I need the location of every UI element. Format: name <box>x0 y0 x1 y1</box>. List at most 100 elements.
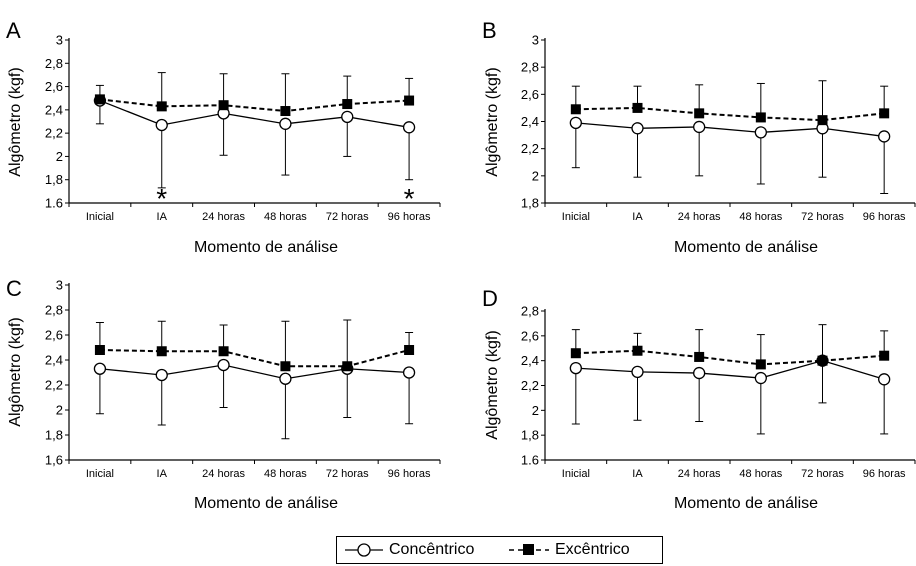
y-tick-label: 2,2 <box>521 141 539 156</box>
series-excentrico <box>570 324 890 370</box>
data-point-circle <box>569 361 582 375</box>
series-line <box>99 98 410 113</box>
y-tick-label: 2,8 <box>45 303 63 318</box>
x-tick-label: 48 horas <box>264 211 307 223</box>
data-point-square <box>570 348 581 359</box>
data-point-circle <box>569 116 582 130</box>
series-line <box>99 99 410 128</box>
data-point-circle <box>754 371 767 385</box>
data-point-square <box>342 361 353 372</box>
y-tick-label: 2,4 <box>45 102 63 117</box>
y-axis-title: Algômetro (kgf) <box>7 317 24 426</box>
y-tick-label: 2 <box>56 403 63 418</box>
y-tick-label: 1,8 <box>521 428 539 443</box>
series-line <box>575 359 885 380</box>
y-tick-label: 2,8 <box>521 304 539 319</box>
y-tick-label: 2,4 <box>521 353 539 368</box>
data-point-circle <box>402 121 416 134</box>
x-tick-label: 72 horas <box>326 211 369 223</box>
y-tick-label: 3 <box>56 33 63 48</box>
x-tick-label: 96 horas <box>863 211 906 223</box>
y-tick-label: 2 <box>532 168 539 183</box>
chart-panel-a: A 1.6 1,8 2 2,2 2,4 2,6 2,8 3 Inicial IA 24 horas 48… <box>6 18 441 256</box>
x-tick-label: IA <box>157 211 168 223</box>
series-line <box>575 106 885 122</box>
y-tick-label: 2,6 <box>521 87 539 102</box>
data-point-circle <box>155 368 168 382</box>
x-tick-label: 96 horas <box>388 211 431 223</box>
y-tick-label: 2,6 <box>45 79 63 94</box>
x-tick-label: 48 horas <box>739 211 782 223</box>
y-tick-label: 2,2 <box>45 126 63 141</box>
data-point-square <box>817 355 828 366</box>
panel-letter: B <box>482 18 497 43</box>
data-point-circle <box>754 126 767 139</box>
series-concentrico <box>93 358 416 440</box>
series-excentrico <box>94 319 415 372</box>
data-point-square <box>404 95 415 106</box>
legend-eccentric-symbol <box>509 544 549 555</box>
legend-label-concentric: Concêntrico <box>389 541 475 558</box>
data-point-circle <box>878 373 891 386</box>
x-axis-title: Momento de análise <box>194 239 338 256</box>
x-tick-label: Inicial <box>86 211 114 223</box>
x-tick-label: 48 horas <box>739 468 782 480</box>
y-tick-label: 2,4 <box>45 353 63 368</box>
y-tick-label: 1,8 <box>45 428 63 443</box>
x-tick-label: Inicial <box>562 211 590 223</box>
data-point-square <box>570 104 581 115</box>
data-point-square <box>94 94 105 105</box>
significance-asterisk: * <box>404 183 415 214</box>
data-point-square <box>280 361 291 372</box>
data-point-square <box>156 101 167 112</box>
x-tick-label: 24 horas <box>678 468 721 480</box>
series-excentrico <box>94 72 415 117</box>
y-tick-label: 3 <box>532 33 539 48</box>
legend-label-eccentric: Excêntrico <box>555 541 630 558</box>
data-point-circle <box>279 372 292 385</box>
data-point-square <box>694 351 705 362</box>
y-tick-label: 2 <box>56 149 63 164</box>
y-tick-label: 2,8 <box>45 56 63 71</box>
data-point-square <box>632 102 643 113</box>
data-point-circle <box>631 122 644 135</box>
series-line <box>99 349 410 368</box>
data-point-circle <box>402 366 416 379</box>
y-tick-label: 2,6 <box>45 328 63 343</box>
series-excentrico <box>570 80 890 126</box>
y-tick-label: 2,8 <box>521 60 539 75</box>
data-point-circle <box>693 120 706 134</box>
data-point-square <box>218 100 229 111</box>
x-tick-label: IA <box>157 468 168 480</box>
x-axis-title: Momento de análise <box>674 495 818 512</box>
x-axis-title: Momento de análise <box>194 495 338 512</box>
panel-letter: A <box>6 18 21 43</box>
data-point-circle <box>693 366 706 380</box>
y-tick-label: 2 <box>532 403 539 418</box>
data-point-square <box>879 350 890 361</box>
data-point-square <box>632 345 643 356</box>
data-point-square <box>694 108 705 119</box>
x-tick-label: 72 horas <box>801 211 844 223</box>
data-point-circle <box>878 130 891 143</box>
data-point-circle <box>155 118 168 132</box>
x-axis-title: Momento de análise <box>674 239 818 256</box>
y-axis-title: Algômetro (kgf) <box>484 67 501 176</box>
data-point-square <box>817 115 828 126</box>
x-tick-label: Inicial <box>562 468 590 480</box>
significance-asterisk: * <box>156 183 167 214</box>
data-point-circle <box>217 358 230 372</box>
y-tick-label: 1.6 <box>521 453 539 468</box>
data-point-circle <box>631 365 644 378</box>
series-line <box>99 364 410 380</box>
y-tick-label: 1.6 <box>45 196 63 211</box>
x-tick-label: 96 horas <box>388 468 431 480</box>
data-point-circle <box>93 362 107 375</box>
series-line <box>575 349 885 366</box>
y-tick-label: 2,6 <box>521 328 539 343</box>
y-tick-label: 2,2 <box>521 378 539 393</box>
x-tick-label: 48 horas <box>264 468 307 480</box>
y-tick-label: 1,8 <box>521 196 539 211</box>
data-point-square <box>280 106 291 117</box>
